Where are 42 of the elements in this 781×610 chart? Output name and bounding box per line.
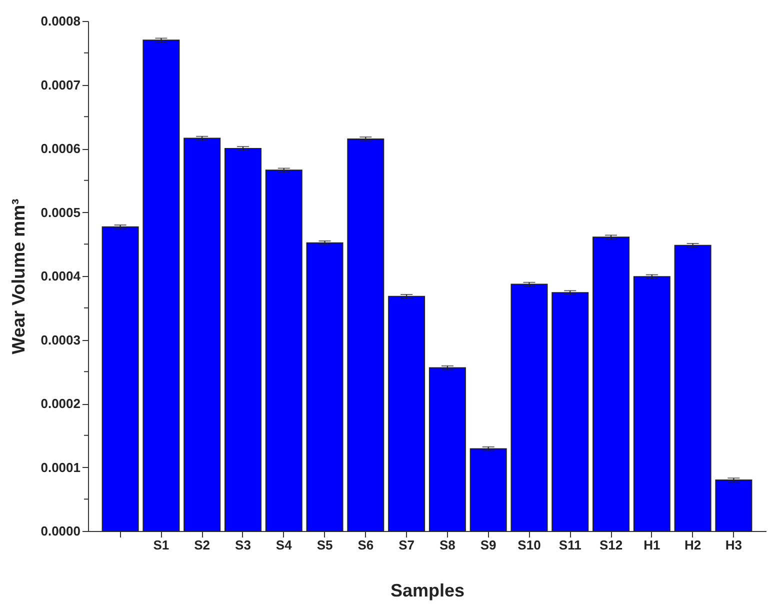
bar (347, 138, 384, 532)
x-tick-label: H3 (725, 538, 742, 552)
y-axis-title: Wear Volume mm³ (8, 198, 29, 354)
bar (592, 236, 630, 532)
x-tick-label: S4 (276, 538, 293, 552)
x-tick-label: S12 (599, 538, 623, 552)
y-tick-label: 0.0002 (40, 396, 80, 411)
x-tick-label: S7 (398, 538, 415, 552)
y-tick-label: 0.0001 (40, 460, 80, 475)
x-tick-label: S8 (439, 538, 456, 552)
y-tick-label: 0.0005 (40, 204, 80, 220)
y-tick-label: 0.0008 (40, 14, 80, 28)
x-tick-label: S1 (153, 538, 170, 552)
bar (184, 138, 221, 532)
bar (388, 296, 426, 532)
bar (265, 170, 302, 532)
x-tick-label: S3 (235, 538, 251, 552)
bar (224, 148, 262, 532)
bar (633, 276, 670, 532)
x-tick-label: S6 (358, 538, 374, 552)
bar (715, 480, 752, 532)
x-tick-label: S9 (480, 538, 496, 552)
bar (470, 448, 507, 532)
bar (428, 367, 466, 532)
bar (674, 244, 712, 532)
y-tick-label: 0.0004 (40, 268, 82, 284)
y-tick-label: 0.0007 (40, 77, 80, 92)
x-tick-label: S2 (194, 538, 210, 552)
bar (102, 226, 139, 532)
bar (306, 242, 344, 532)
y-tick-label: 0.0000 (40, 524, 80, 538)
x-tick-label: H1 (644, 538, 660, 552)
bar (142, 40, 180, 532)
bar (552, 292, 589, 532)
bar (510, 284, 548, 532)
y-tick-label: 0.0006 (40, 141, 80, 156)
x-tick-label: S5 (316, 538, 333, 552)
x-tick-label: S11 (558, 538, 582, 552)
x-axis-title: Samples (390, 580, 465, 600)
y-tick-label: 0.0003 (40, 332, 80, 348)
x-tick-label: S10 (518, 538, 541, 552)
x-tick-label: H2 (684, 538, 702, 552)
